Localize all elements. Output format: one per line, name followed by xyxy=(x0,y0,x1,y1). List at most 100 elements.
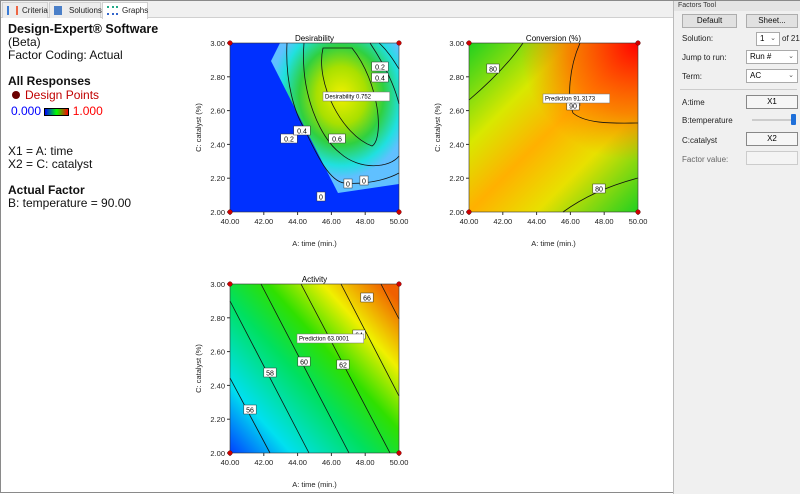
desirable-region xyxy=(271,43,399,193)
responses-heading: All Responses xyxy=(8,74,91,88)
factor-value-input[interactable] xyxy=(746,151,798,165)
contour-label-box xyxy=(359,175,369,186)
design-point[interactable] xyxy=(227,450,233,456)
prediction-flag[interactable] xyxy=(296,333,364,344)
conversion-plot[interactable]: 80 90 80 Prediction 91.3173 Conversion (%)… xyxy=(430,31,650,251)
slider-thumb[interactable] xyxy=(791,114,796,125)
factor-a-label: A:time xyxy=(682,98,705,107)
x-tick-label: 48.00 xyxy=(356,217,375,226)
y-tick-label: 2.40 xyxy=(210,140,225,149)
scale-min: 0.000 xyxy=(11,104,42,118)
x-tick-label: 50.00 xyxy=(629,217,648,226)
factor-value-label: Factor value: xyxy=(682,155,729,164)
contour-label: 90 xyxy=(569,104,577,111)
design-point[interactable] xyxy=(227,40,233,46)
design-point[interactable] xyxy=(466,40,472,46)
temperature-slider[interactable] xyxy=(752,114,796,125)
design-point[interactable] xyxy=(227,281,233,287)
y-tick-label: 2.40 xyxy=(449,140,464,149)
contour-label-box xyxy=(297,356,311,367)
contour-label-box xyxy=(280,133,298,144)
prediction-flag-text: Prediction 91.3173 xyxy=(545,97,596,103)
x-tick-label: 46.00 xyxy=(322,458,341,467)
x-tick-label: 42.00 xyxy=(254,217,273,226)
sheet-button[interactable]: Sheet... xyxy=(746,14,798,28)
prediction-flag[interactable] xyxy=(542,93,610,104)
design-point[interactable] xyxy=(227,209,233,215)
prediction-flag-text: Desirability 0.752 xyxy=(325,95,372,101)
tab-criteria[interactable]: Criteria xyxy=(2,2,48,18)
contour-label: 80 xyxy=(489,67,497,74)
x-tick-label: 44.00 xyxy=(288,217,307,226)
term-select[interactable]: AC ⌄ xyxy=(746,69,798,83)
y-tick-label: 2.00 xyxy=(449,208,464,217)
y-axis-label: C: catalyst (%) xyxy=(194,344,203,393)
divider xyxy=(680,89,797,90)
prediction-flag[interactable] xyxy=(322,91,390,102)
design-points-label: Design Points xyxy=(25,88,100,102)
tab-graphs[interactable]: Graphs xyxy=(102,2,148,19)
factors-tool-panel: Factors Tool Default Sheet... Solution: … xyxy=(673,1,800,494)
y-axis-label: C: catalyst (%) xyxy=(194,103,203,152)
y-tick-label: 2.40 xyxy=(210,381,225,390)
contour-label: 58 xyxy=(266,371,274,378)
activity-plot[interactable]: 565860626466 Prediction 63.0001 Activity… xyxy=(191,272,411,492)
contour-label: 0.4 xyxy=(375,76,385,83)
term-label: Term: xyxy=(682,72,702,81)
x-tick-label: 44.00 xyxy=(527,217,546,226)
y-tick-label: 2.20 xyxy=(210,174,225,183)
contour-label-box xyxy=(360,292,374,303)
y-tick-label: 2.60 xyxy=(210,107,225,116)
contour-label-box xyxy=(328,133,346,144)
factor-a-button[interactable]: X1 xyxy=(746,95,798,109)
contour-label-box xyxy=(592,183,606,194)
y-tick-label: 2.80 xyxy=(210,73,225,82)
contour-label-box xyxy=(371,72,389,83)
plot-area xyxy=(230,284,399,453)
design-point[interactable] xyxy=(396,40,402,46)
jump-select[interactable]: Run # ⌄ xyxy=(746,50,798,64)
factor-c-button[interactable]: X2 xyxy=(746,132,798,146)
design-point[interactable] xyxy=(396,450,402,456)
y-tick-label: 2.00 xyxy=(210,449,225,458)
design-point[interactable] xyxy=(396,209,402,215)
factor-b-label: B:temperature xyxy=(682,116,733,125)
contour-label-box xyxy=(486,63,500,74)
x-tick-label: 40.00 xyxy=(460,217,479,226)
default-button[interactable]: Default xyxy=(682,14,737,28)
tab-solutions[interactable]: Solutions xyxy=(49,2,102,18)
plot-title: Conversion (%) xyxy=(526,34,581,43)
contour-label: 0.4 xyxy=(297,129,307,136)
contour-label: 60 xyxy=(300,360,308,367)
contour-label: 62 xyxy=(339,363,347,370)
temperature-value: B: temperature = 90.00 xyxy=(8,196,132,210)
chevron-down-icon: ⌄ xyxy=(770,35,776,42)
contour-label: 0 xyxy=(362,179,366,186)
design-point[interactable] xyxy=(396,281,402,287)
contour-label-box xyxy=(293,125,311,136)
x-tick-label: 42.00 xyxy=(254,458,273,467)
software-title: Design-Expert® Software xyxy=(8,22,159,36)
design-point[interactable] xyxy=(635,209,641,215)
contour-label: 0 xyxy=(319,195,323,202)
solution-label: Solution: xyxy=(682,34,714,43)
chevron-down-icon: ⌄ xyxy=(788,72,794,79)
contour-label: 0 xyxy=(346,182,350,189)
factor-coding: Factor Coding: Actual xyxy=(8,48,123,62)
y-tick-label: 2.60 xyxy=(449,107,464,116)
solution-value: 1 xyxy=(760,34,765,43)
panel-title: Factors Tool xyxy=(674,1,800,11)
x-tick-label: 40.00 xyxy=(221,458,240,467)
solution-select[interactable]: 1 ⌄ xyxy=(756,32,780,46)
design-point[interactable] xyxy=(466,209,472,215)
legend-panel: Design-Expert® Software (Beta) Factor Co… xyxy=(8,23,158,210)
criteria-icon xyxy=(7,6,18,15)
design-point[interactable] xyxy=(635,40,641,46)
x2-label: X2 = C: catalyst xyxy=(8,157,93,171)
desirability-plot[interactable]: 0.20.40.20.40.60 00 Desirability 0.752 De… xyxy=(191,31,411,251)
y-tick-label: 2.20 xyxy=(449,174,464,183)
x-axis-label: A: time (min.) xyxy=(292,480,337,489)
x-tick-label: 42.00 xyxy=(493,217,512,226)
x1-label: X1 = A: time xyxy=(8,144,74,158)
design-point-icon xyxy=(12,91,20,99)
